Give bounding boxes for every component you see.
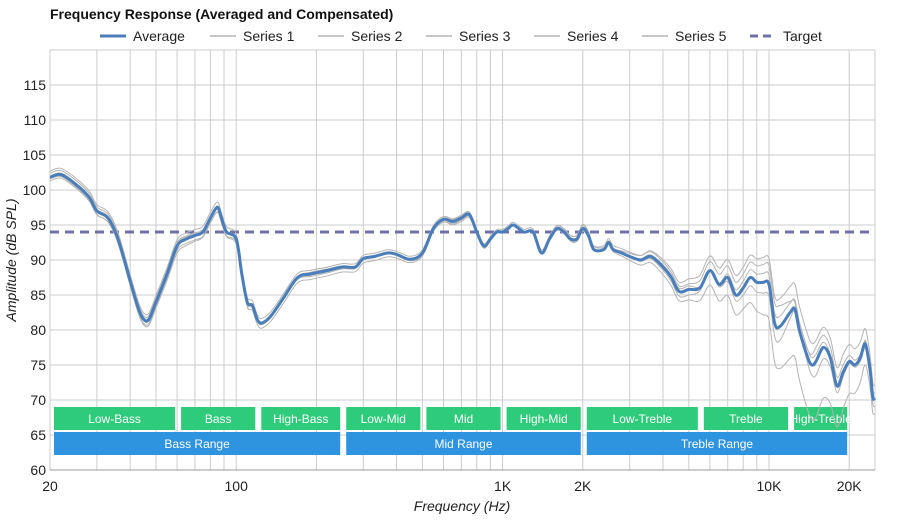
y-tick-label-110: 110 [24,112,47,128]
band-low-treble [586,407,698,430]
band-label-treble-range: Treble Range [681,437,754,451]
legend-item-average: Average [100,28,185,44]
band-high-treble [794,407,848,430]
average-layer [49,172,877,402]
band-label-high-bass: High-Bass [273,412,328,426]
x-tick-label-1K: 1K [494,478,512,494]
y-tick-label-105: 105 [23,147,47,163]
legend-label-3: Series 2 [351,28,403,44]
x-tick-label-100: 100 [225,478,249,494]
legend-item-series-5: Series 5 [642,28,727,44]
x-tick-label-20: 20 [42,478,58,494]
band-bass-range [54,432,341,455]
series-line-1 [49,169,876,394]
band-label-low-mid: Low-Mid [361,412,406,426]
legend-label-1: Average [133,28,185,44]
band-treble-range [586,432,848,455]
chart-title: Frequency Response (Averaged and Compens… [50,6,393,22]
legend-label-6: Series 5 [675,28,727,44]
band-low-mid [346,407,421,430]
y-tick-label-95: 95 [30,217,46,233]
series-line-4 [49,175,876,408]
y-tick-label-75: 75 [30,357,46,373]
y-tick-label-100: 100 [23,182,47,198]
band-low-bass [54,407,176,430]
legend-item-target: Target [750,28,822,44]
y-tick-label-65: 65 [30,427,46,443]
legend: Average Series 1 Series 2 Series 3 Series 4 S… [100,28,822,44]
legend-label-5: Series 4 [567,28,619,44]
legend-label-7: Target [783,28,822,44]
band-label-mid: Mid [454,412,473,426]
x-tick-label-20K: 20K [837,478,863,494]
axes: 60 65 70 75 80 85 90 95 100 105 110 115 20 100 1K 2K 10K… [23,77,875,494]
band-label-mid-range: Mid Range [434,437,492,451]
band-label-high-mid: High-Mid [520,412,568,426]
y-tick-label-115: 115 [24,77,47,93]
y-tick-label-60: 60 [30,462,46,478]
legend-item-series-2: Series 2 [318,28,403,44]
band-label-low-treble: Low-Treble [613,412,673,426]
band-label-high-treble: High-Treble [790,412,853,426]
y-tick-label-90: 90 [30,252,46,268]
legend-item-series-1: Series 1 [210,28,295,44]
x-tick-label-2K: 2K [574,478,592,494]
y-tick-label-70: 70 [30,392,46,408]
band-mid-range [346,432,581,455]
band-label-treble: Treble [729,412,763,426]
y-axis-label: Amplitude (dB SPL) [3,199,19,323]
band-bass [181,407,256,430]
y-tick-label-80: 80 [30,322,46,338]
band-high-bass [261,407,341,430]
x-axis-label: Frequency (Hz) [414,498,510,514]
band-label-bass-range: Bass Range [164,437,230,451]
legend-label-2: Series 1 [243,28,295,44]
band-high-mid [506,407,581,430]
band-treble [703,407,789,430]
band-mid [426,407,501,430]
frequency-bands: Low-Bass Bass High-Bass Low-Mid Mid High-Mid L… [54,407,852,455]
series-line-5 [49,172,876,401]
average-line [49,172,877,402]
band-label-bass: Bass [205,412,232,426]
x-tick-label-10K: 10K [757,478,783,494]
band-label-low-bass: Low-Bass [88,412,141,426]
legend-item-series-3: Series 3 [426,28,511,44]
y-tick-label-85: 85 [30,287,46,303]
legend-item-series-4: Series 4 [534,28,619,44]
legend-label-4: Series 3 [459,28,511,44]
series-layer [49,167,876,428]
